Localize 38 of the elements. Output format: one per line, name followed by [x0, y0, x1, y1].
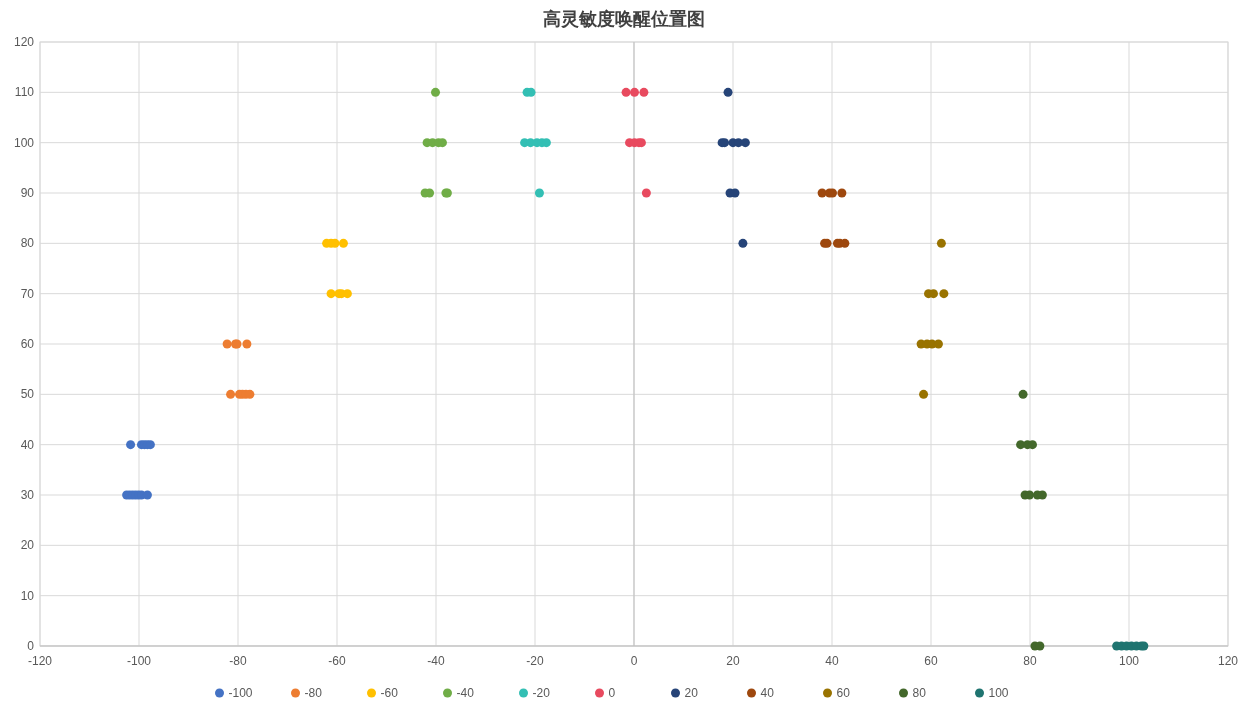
legend-label: 80	[912, 686, 927, 700]
y-tick-label: 50	[20, 387, 35, 402]
y-tick-label: 120	[13, 35, 35, 49]
y-tick-label: 40	[20, 437, 35, 452]
legend-label: -80	[304, 686, 323, 700]
x-tick-label: -100	[126, 654, 152, 668]
x-tick-label: -20	[526, 654, 544, 668]
chart-title: 高灵敏度唤醒位置图	[542, 8, 705, 29]
x-tick-label: 100	[1118, 654, 1140, 668]
legend-label: -40	[456, 686, 475, 700]
x-tick-label: 60	[924, 654, 938, 668]
x-tick-label: 0	[630, 654, 638, 668]
x-tick-label: -40	[427, 654, 445, 668]
y-tick-label: 70	[20, 286, 35, 301]
legend-label: 20	[684, 686, 699, 700]
x-tick-label: -60	[328, 654, 346, 668]
y-tick-label: 80	[20, 236, 35, 251]
x-tick-label: -80	[229, 654, 247, 668]
legend-label: 40	[760, 686, 775, 700]
x-tick-label: 80	[1023, 654, 1037, 668]
legend-label: -100	[228, 686, 253, 700]
x-tick-label: 20	[726, 654, 740, 668]
legend-label: 100	[988, 686, 1009, 700]
x-tick-label: 120	[1217, 654, 1239, 668]
y-tick-label: 60	[20, 337, 35, 351]
legend-label: -20	[532, 686, 551, 700]
y-tick-label: 0	[27, 639, 35, 653]
y-tick-label: 110	[14, 85, 35, 100]
x-tick-label: 40	[825, 654, 839, 668]
legend-label: 0	[608, 686, 616, 700]
legend-label: -60	[380, 686, 399, 700]
y-tick-label: 30	[20, 488, 35, 502]
y-tick-label: 90	[20, 186, 35, 200]
y-tick-label: 100	[13, 135, 35, 150]
legend-label: 60	[836, 686, 851, 700]
x-tick-label: -120	[27, 654, 53, 668]
y-tick-label: 10	[20, 588, 35, 603]
y-tick-label: 20	[20, 538, 35, 553]
